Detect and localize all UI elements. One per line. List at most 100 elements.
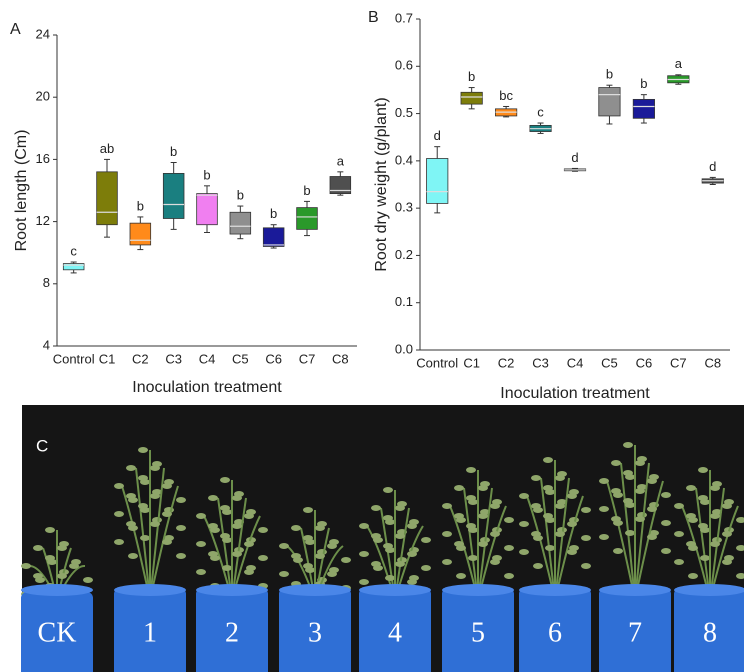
x-tick-label: Control [416,355,458,370]
leaf [698,467,708,473]
leaf [220,477,230,483]
leaf [258,527,268,533]
leaf [232,523,242,529]
leaf [611,516,621,522]
leaf [126,521,136,527]
x-axis-label: Inoculation treatment [132,379,282,396]
leaf [700,555,710,561]
significance-label: ab [100,141,114,156]
leaf [383,487,393,493]
box [632,98,655,119]
leaf [466,467,476,473]
tube [599,588,671,672]
significance-label: a [337,153,345,168]
box [598,87,621,117]
tube [359,588,431,672]
leaf [635,488,645,494]
leaf [114,483,124,489]
significance-label: b [137,198,144,213]
leaf [543,457,553,463]
leaf [710,541,720,547]
leaf [258,555,268,561]
box [162,172,185,219]
significance-label: b [303,183,310,198]
tube-rim [442,584,514,596]
leaf [531,503,541,509]
box [296,207,318,230]
leaf [244,569,254,575]
y-tick-label: 0.5 [395,105,413,120]
leaf [661,520,671,526]
leaf [383,515,393,521]
leaf [519,493,529,499]
box [262,227,285,247]
leaf [395,561,405,567]
tube-rim [196,584,268,596]
leaf [232,495,242,501]
leaf [407,579,417,585]
leaf [661,548,671,554]
leaf [69,563,79,569]
leaf [421,537,431,543]
leaf [442,531,452,537]
tube [21,592,93,672]
significance-label: b [468,69,475,84]
leaf [208,551,218,557]
leaf [555,503,565,509]
x-tick-label: C8 [332,351,349,366]
y-tick-label: 16 [36,151,50,166]
leaf [421,565,431,571]
leaf [150,493,160,499]
leaf [722,503,732,509]
leaf [686,541,696,547]
x-tick-label: C5 [232,351,249,366]
leaf [661,492,671,498]
significance-label: b [237,187,244,202]
y-tick-label: 0.3 [395,200,413,215]
y-tick-label: 0.2 [395,247,413,262]
x-tick-label: C1 [463,355,480,370]
leaf [674,559,684,565]
leaf [114,539,124,545]
leaf [686,513,696,519]
plant-stem [149,467,165,601]
leaf [303,563,313,569]
x-tick-label: C2 [132,351,149,366]
leaf [383,543,393,549]
leaf [327,543,337,549]
leaf [57,545,67,551]
leaf [613,548,623,554]
leaf [279,571,289,577]
leaf [359,551,369,557]
leaf [531,531,541,537]
x-tick-label: C4 [199,351,216,366]
y-tick-label: 8 [43,275,50,290]
leaf [533,563,543,569]
leaf [466,523,476,529]
leaf [519,521,529,527]
leaf [531,475,541,481]
leaf [688,573,698,579]
leaf [57,573,67,579]
leaf [599,534,609,540]
leaf [581,563,591,569]
box [329,176,352,195]
leaf [543,485,553,491]
leaf [315,553,325,559]
leaf [454,485,464,491]
tube-label: 1 [143,617,157,648]
leaf [545,545,555,551]
leaf [623,442,633,448]
tube-rim [21,584,93,596]
leaf [599,478,609,484]
leaf [555,531,565,537]
y-tick-label: 24 [36,26,50,41]
leaf [567,549,577,555]
leaf [647,478,657,484]
tube [519,588,591,672]
leaf [647,506,657,512]
x-tick-label: C7 [670,355,687,370]
leaf [291,553,301,559]
leaf [710,485,720,491]
